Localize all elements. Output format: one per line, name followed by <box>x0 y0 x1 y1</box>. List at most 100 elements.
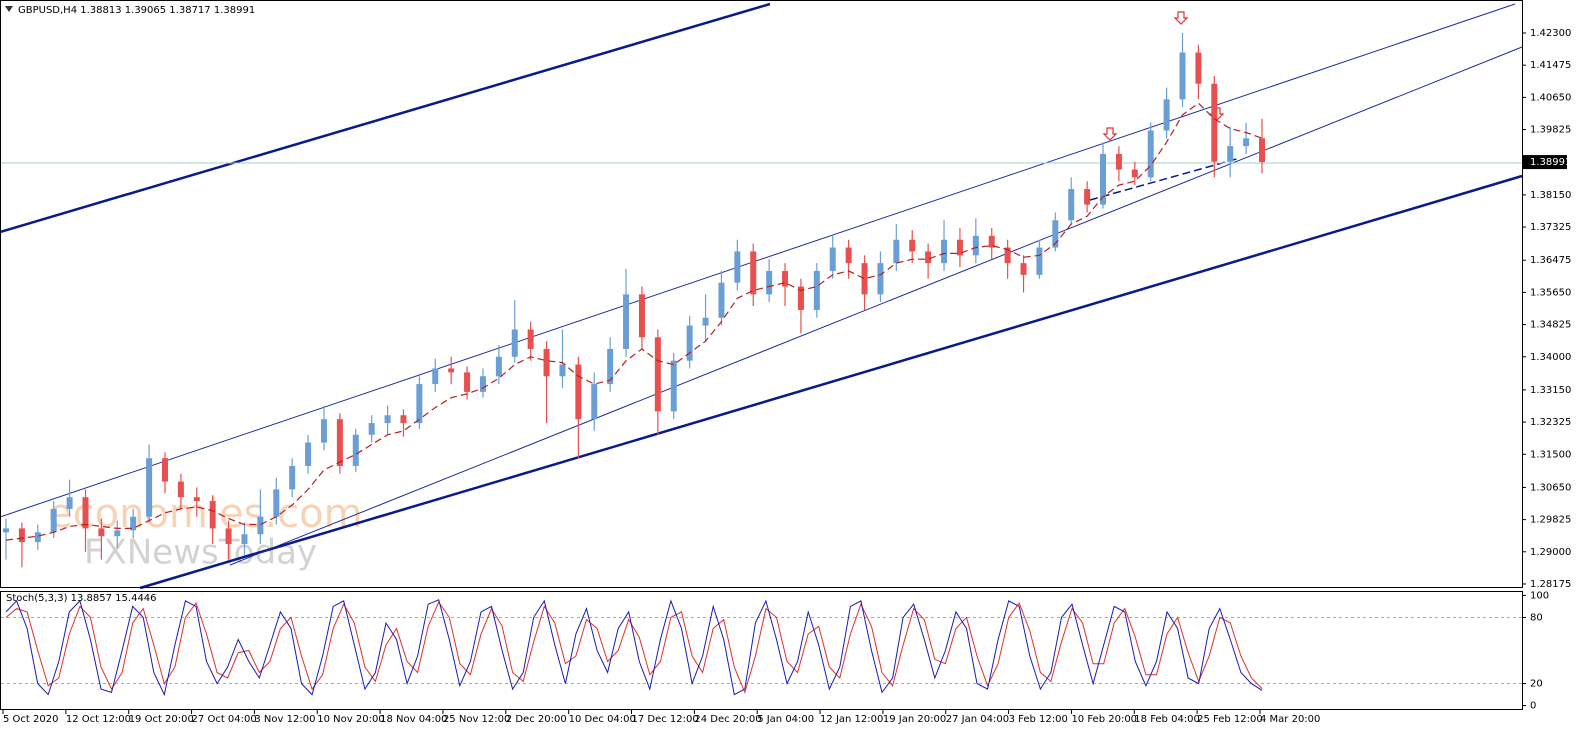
candle-body <box>925 251 932 264</box>
candle-body <box>1052 220 1059 248</box>
candle-body <box>813 270 820 310</box>
y-tick-label: 100 <box>1530 590 1549 601</box>
candle-body <box>909 239 916 252</box>
trend-lines <box>0 2 1523 590</box>
candle-body <box>750 251 757 295</box>
y-tick-label: 1.30650 <box>1530 482 1571 493</box>
candle-body <box>66 497 73 509</box>
candle-body <box>941 239 948 264</box>
x-tick-label: 5 Jan 04:00 <box>757 714 814 725</box>
candle-body <box>479 376 486 392</box>
x-tick-label: 10 Nov 20:00 <box>317 714 384 725</box>
candle-body <box>400 415 407 424</box>
candle-body <box>861 263 868 295</box>
y-tick-label: 1.29825 <box>1530 515 1571 526</box>
stoch-line <box>5 600 1263 694</box>
y-tick-label: 1.32325 <box>1530 417 1571 428</box>
chart-title: GBPUSD,H4 1.38813 1.39065 1.38717 1.3899… <box>18 5 255 16</box>
y-tick-label: 1.33150 <box>1530 385 1571 396</box>
candle-body <box>623 294 630 349</box>
channel-line <box>0 3 1516 518</box>
y-tick-label: 1.40650 <box>1530 92 1571 103</box>
plot: 1.42300 1.41475 1.40650 1.39825 1.38150 1.373… <box>1 28 1571 725</box>
y-tick-label: 1.34825 <box>1530 320 1571 331</box>
x-tick-label: 12 Oct 12:00 <box>66 714 131 725</box>
y-tick-label: 1.37325 <box>1530 222 1571 233</box>
candle-body <box>591 384 598 420</box>
candle-body <box>1211 83 1218 162</box>
watermark: economies.com <box>48 491 363 537</box>
candle-body <box>1131 169 1138 178</box>
candle-body <box>82 497 89 529</box>
candle-body <box>654 337 661 412</box>
channel-line <box>229 46 1523 566</box>
candle-body <box>1115 153 1122 170</box>
moving-average <box>5 102 1263 541</box>
candle-body <box>305 442 312 466</box>
candle-body <box>241 534 248 544</box>
candle-body <box>1004 247 1011 264</box>
trend-line <box>0 2 771 234</box>
candle-body <box>464 372 471 392</box>
candle-body <box>543 348 550 377</box>
candle-body <box>130 516 137 531</box>
candle-body <box>1036 247 1043 275</box>
candle-body <box>177 481 184 498</box>
neckline <box>1089 157 1241 201</box>
candle-body <box>956 239 963 256</box>
candle-body <box>352 434 359 466</box>
candle-body <box>1163 99 1170 131</box>
candle-body <box>607 348 614 385</box>
candle-body <box>320 419 327 443</box>
y-tick-label: 0 <box>1530 701 1536 712</box>
x-tick-label: 4 Mar 20:00 <box>1260 714 1320 725</box>
y-tick-label: 1.28175 <box>1530 579 1571 590</box>
y-tick-label: 1.39825 <box>1530 125 1571 136</box>
candle-body <box>98 528 105 537</box>
candle-body <box>34 532 41 543</box>
watermark: FXNewsToday <box>84 533 317 573</box>
indicator-title: Stoch(5,3,3) 13.8857 15.4446 <box>6 593 157 604</box>
y-tick-label: 1.42300 <box>1530 28 1571 39</box>
candle-body <box>559 364 566 377</box>
x-tick-label: 27 Oct 04:00 <box>192 714 257 725</box>
candle-body <box>225 528 232 544</box>
x-tick-label: 3 Feb 12:00 <box>1009 714 1068 725</box>
x-tick-label: 27 Jan 04:00 <box>946 714 1009 725</box>
last-price-label: 1.38991 <box>1530 157 1571 168</box>
candle-body <box>1068 189 1075 221</box>
candle-body <box>336 419 343 466</box>
stoch-line <box>5 599 1263 697</box>
candle-body <box>18 528 25 543</box>
candle-body <box>495 356 502 377</box>
x-tick-label: 25 Nov 12:00 <box>443 714 510 725</box>
candle-body <box>3 528 9 533</box>
x-tick-label: 5 Oct 2020 <box>3 714 58 725</box>
candle-body <box>797 286 804 310</box>
x-tick-label: 19 Jan 20:00 <box>883 714 946 725</box>
trend-line <box>139 174 1523 590</box>
candle-body <box>50 508 57 533</box>
candle-body <box>766 270 773 295</box>
y-tick-label: 1.29000 <box>1530 547 1571 558</box>
x-tick-label: 17 Dec 12:00 <box>632 714 699 725</box>
main-frame <box>0 0 1523 588</box>
candle-body <box>368 423 375 435</box>
candle-body <box>702 317 709 326</box>
collapse-icon[interactable] <box>5 6 13 12</box>
candle-body <box>1227 146 1234 162</box>
candle-body <box>1259 138 1265 163</box>
candle-body <box>416 384 423 424</box>
y-tick-label: 80 <box>1530 612 1543 623</box>
y-tick-label: 1.36475 <box>1530 255 1571 266</box>
candle-body <box>877 263 884 295</box>
x-tick-label: 19 Oct 20:00 <box>129 714 194 725</box>
y-tick-label: 1.38150 <box>1530 190 1571 201</box>
x-tick-label: 3 Nov 12:00 <box>254 714 315 725</box>
candle-body <box>972 235 979 256</box>
candle-body <box>1147 130 1154 178</box>
y-tick-label: 1.41475 <box>1530 60 1571 71</box>
candle-body <box>988 235 995 248</box>
